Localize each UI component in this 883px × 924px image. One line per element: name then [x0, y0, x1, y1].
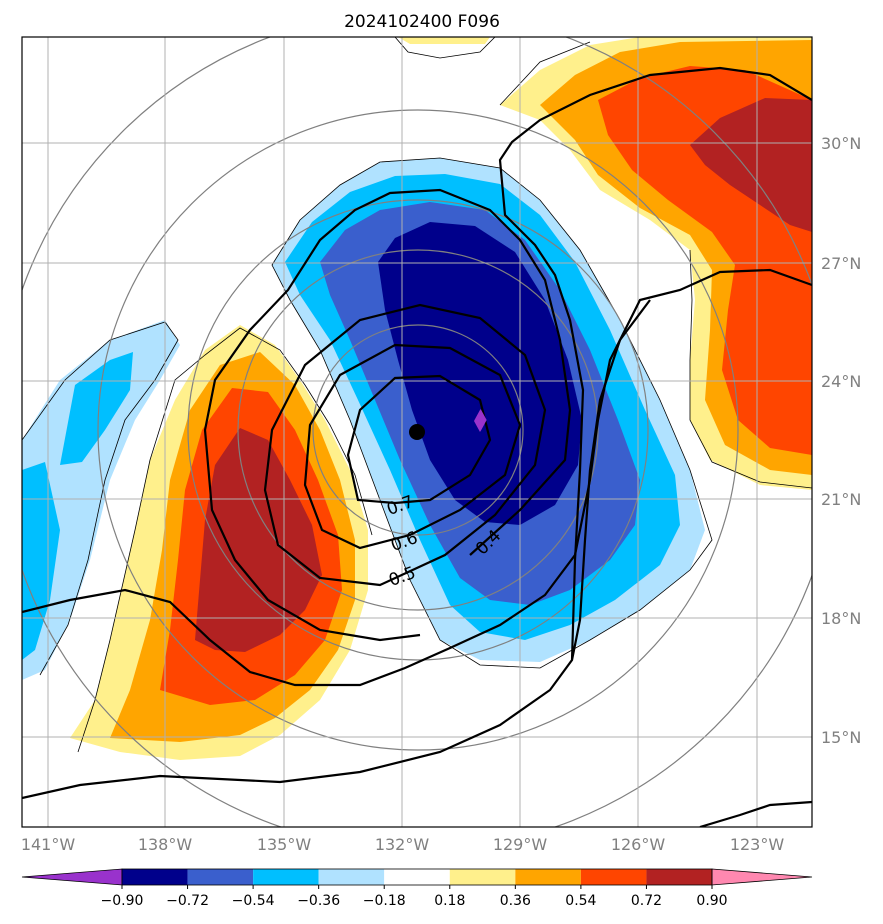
colorbar-label: 0.90	[696, 893, 727, 909]
colorbar-segment	[122, 869, 188, 885]
colorbar-label: 0.18	[434, 893, 465, 909]
colorbar-label: 0.36	[500, 893, 531, 909]
lat-tick-label: 15°N	[821, 728, 861, 747]
contour-07	[346, 374, 492, 505]
colorbar-label: −0.18	[363, 893, 406, 909]
colorbar-segment	[449, 869, 516, 885]
contour-04a	[203, 188, 572, 642]
lat-tick-labels: 30°N 27°N 24°N 21°N 18°N 15°N	[821, 134, 861, 747]
line-contours	[22, 66, 812, 827]
range-rings	[22, 37, 812, 827]
lon-tick-label: 132°W	[375, 835, 430, 854]
colorbar-segment	[253, 869, 319, 885]
lat-tick-label: 18°N	[821, 609, 861, 628]
contour-01	[699, 800, 812, 827]
colorbar-label: −0.90	[101, 893, 144, 909]
colorbar-frame	[121, 868, 713, 886]
colorbar-label: −0.54	[232, 893, 275, 909]
neg-west-036b	[60, 352, 133, 465]
colorbar-segment	[580, 869, 647, 885]
neg-band-072	[378, 222, 582, 525]
colorbar-label: −0.36	[297, 893, 340, 909]
colorbar-segment	[515, 869, 581, 885]
colorbar-extend-low	[21, 868, 123, 886]
chart-title: 2024102400 F096	[344, 12, 500, 32]
colorbar-label: −0.72	[166, 893, 209, 909]
colorbar-extend-high	[711, 868, 813, 886]
lon-tick-label: 123°W	[730, 835, 785, 854]
contour-05	[263, 303, 547, 587]
lon-tick-label: 129°W	[493, 835, 548, 854]
contour-06	[303, 343, 522, 550]
gridlines	[22, 37, 812, 827]
map-panel: 0.7 0.6 0.5 0.4	[22, 37, 812, 827]
pos-west-072	[195, 428, 322, 652]
lat-tick-label: 27°N	[821, 254, 861, 273]
colorbar-segment	[318, 869, 385, 885]
colorbar-label: 0.54	[565, 893, 596, 909]
contour-02	[22, 66, 812, 800]
lon-tick-labels: 141°W 138°W 135°W 132°W 129°W 126°W 123°…	[21, 835, 785, 854]
lon-tick-label: 138°W	[138, 835, 193, 854]
lat-tick-label: 24°N	[821, 372, 861, 391]
diamond-marker	[474, 409, 487, 431]
lon-tick-label: 135°W	[257, 835, 312, 854]
colorbar: −0.90 −0.72 −0.54 −0.36 −0.18 0.18 0.36 0.54 0.7…	[21, 868, 813, 909]
lon-tick-label: 141°W	[21, 835, 76, 854]
colorbar-segment	[384, 869, 450, 885]
pos-ne-072	[690, 98, 812, 232]
contour-03	[22, 268, 812, 687]
lat-tick-label: 30°N	[821, 134, 861, 153]
pos-top-018	[398, 37, 490, 44]
map-frame	[21, 36, 813, 828]
lon-tick-label: 126°W	[611, 835, 666, 854]
fill-edges	[22, 37, 812, 753]
lat-tick-label: 21°N	[821, 490, 861, 509]
colorbar-segment	[187, 869, 254, 885]
colorbar-label: 0.72	[631, 893, 662, 909]
colorbar-segment	[646, 869, 712, 885]
center-marker	[409, 424, 425, 440]
